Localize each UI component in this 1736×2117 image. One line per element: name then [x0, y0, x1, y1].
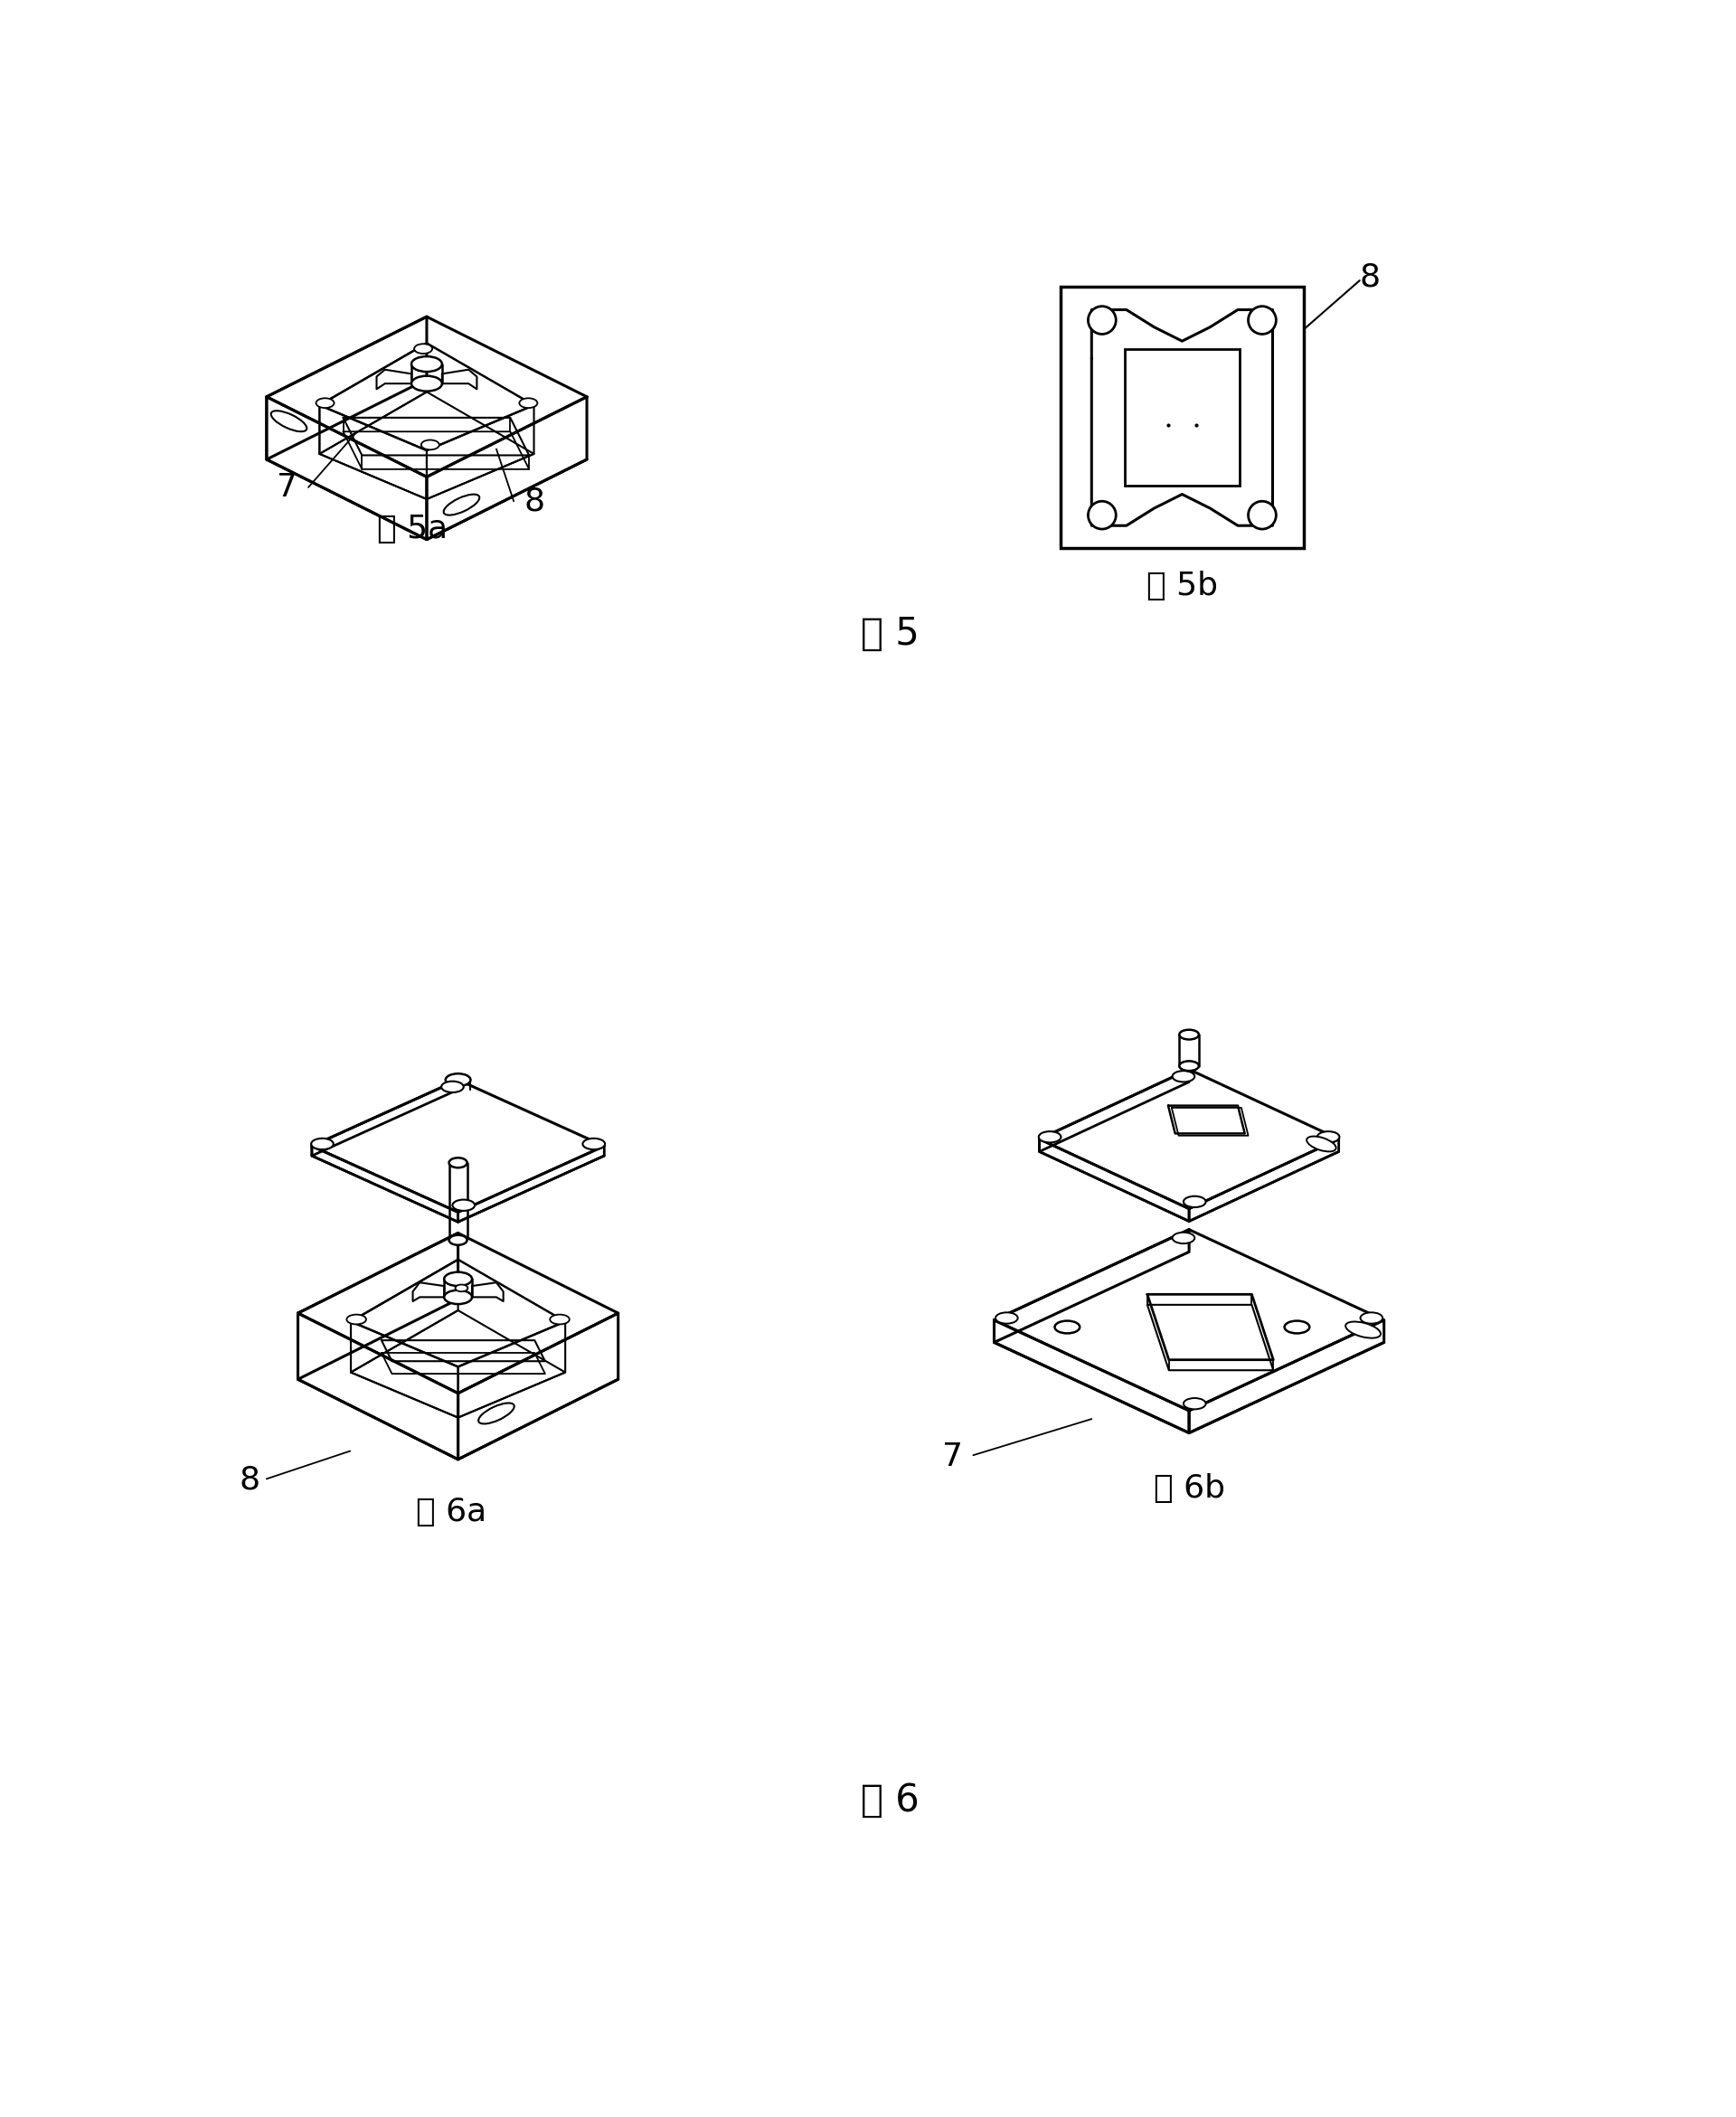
- Polygon shape: [427, 396, 587, 540]
- Ellipse shape: [1248, 502, 1276, 529]
- Ellipse shape: [1248, 307, 1276, 334]
- Ellipse shape: [995, 1313, 1017, 1323]
- Ellipse shape: [444, 1289, 472, 1304]
- Text: 7: 7: [943, 1442, 963, 1473]
- Polygon shape: [299, 1232, 458, 1380]
- Text: 8: 8: [524, 487, 545, 517]
- Polygon shape: [1189, 1321, 1384, 1433]
- Ellipse shape: [311, 1139, 333, 1150]
- Ellipse shape: [1345, 1321, 1380, 1338]
- Ellipse shape: [446, 1073, 470, 1086]
- Ellipse shape: [1361, 1313, 1382, 1323]
- Bar: [1125, 349, 1240, 485]
- Polygon shape: [312, 1080, 458, 1156]
- Ellipse shape: [444, 495, 479, 514]
- Text: 8: 8: [1359, 263, 1380, 292]
- Polygon shape: [995, 1321, 1189, 1433]
- Ellipse shape: [422, 440, 439, 449]
- Ellipse shape: [1285, 1321, 1309, 1334]
- Ellipse shape: [411, 377, 443, 392]
- Ellipse shape: [1184, 1196, 1207, 1207]
- Polygon shape: [312, 1145, 458, 1222]
- Polygon shape: [267, 318, 587, 476]
- Polygon shape: [995, 1230, 1189, 1342]
- Ellipse shape: [271, 411, 307, 432]
- Polygon shape: [458, 1145, 604, 1222]
- Ellipse shape: [450, 1234, 467, 1245]
- Text: 图 5b: 图 5b: [1146, 572, 1219, 601]
- Ellipse shape: [316, 398, 333, 409]
- Ellipse shape: [1088, 502, 1116, 529]
- Ellipse shape: [415, 343, 432, 354]
- Ellipse shape: [347, 1315, 366, 1325]
- Polygon shape: [1040, 1069, 1338, 1209]
- Polygon shape: [312, 1080, 604, 1213]
- Polygon shape: [299, 1313, 458, 1459]
- Text: 7: 7: [278, 472, 299, 502]
- Text: 图 6b: 图 6b: [1153, 1473, 1226, 1503]
- Ellipse shape: [411, 356, 443, 373]
- Ellipse shape: [1172, 1232, 1194, 1243]
- Text: 图 5: 图 5: [861, 614, 918, 652]
- Text: 图 5a: 图 5a: [377, 514, 448, 544]
- Ellipse shape: [444, 1272, 472, 1285]
- Ellipse shape: [583, 1139, 604, 1150]
- Polygon shape: [1189, 1139, 1338, 1222]
- Bar: [1061, 286, 1304, 548]
- Ellipse shape: [1318, 1130, 1340, 1143]
- Polygon shape: [458, 1313, 618, 1459]
- Polygon shape: [267, 396, 427, 540]
- Ellipse shape: [453, 1200, 474, 1211]
- Ellipse shape: [1172, 1071, 1194, 1082]
- Polygon shape: [299, 1232, 618, 1393]
- Ellipse shape: [441, 1082, 464, 1092]
- Ellipse shape: [550, 1315, 569, 1325]
- Polygon shape: [995, 1230, 1384, 1410]
- Ellipse shape: [1179, 1061, 1200, 1071]
- Polygon shape: [1040, 1139, 1189, 1222]
- Polygon shape: [1040, 1069, 1189, 1152]
- Ellipse shape: [1307, 1137, 1337, 1152]
- Ellipse shape: [1055, 1321, 1080, 1334]
- Text: 8: 8: [240, 1465, 260, 1495]
- Ellipse shape: [450, 1158, 467, 1169]
- Text: 图 6: 图 6: [861, 1783, 918, 1821]
- Ellipse shape: [1179, 1029, 1200, 1039]
- Ellipse shape: [1038, 1130, 1061, 1143]
- Text: 图 6a: 图 6a: [415, 1497, 486, 1526]
- Ellipse shape: [1184, 1397, 1207, 1410]
- Ellipse shape: [519, 398, 538, 409]
- Ellipse shape: [1088, 307, 1116, 334]
- Polygon shape: [267, 318, 427, 459]
- Ellipse shape: [455, 1285, 467, 1291]
- Ellipse shape: [479, 1404, 514, 1425]
